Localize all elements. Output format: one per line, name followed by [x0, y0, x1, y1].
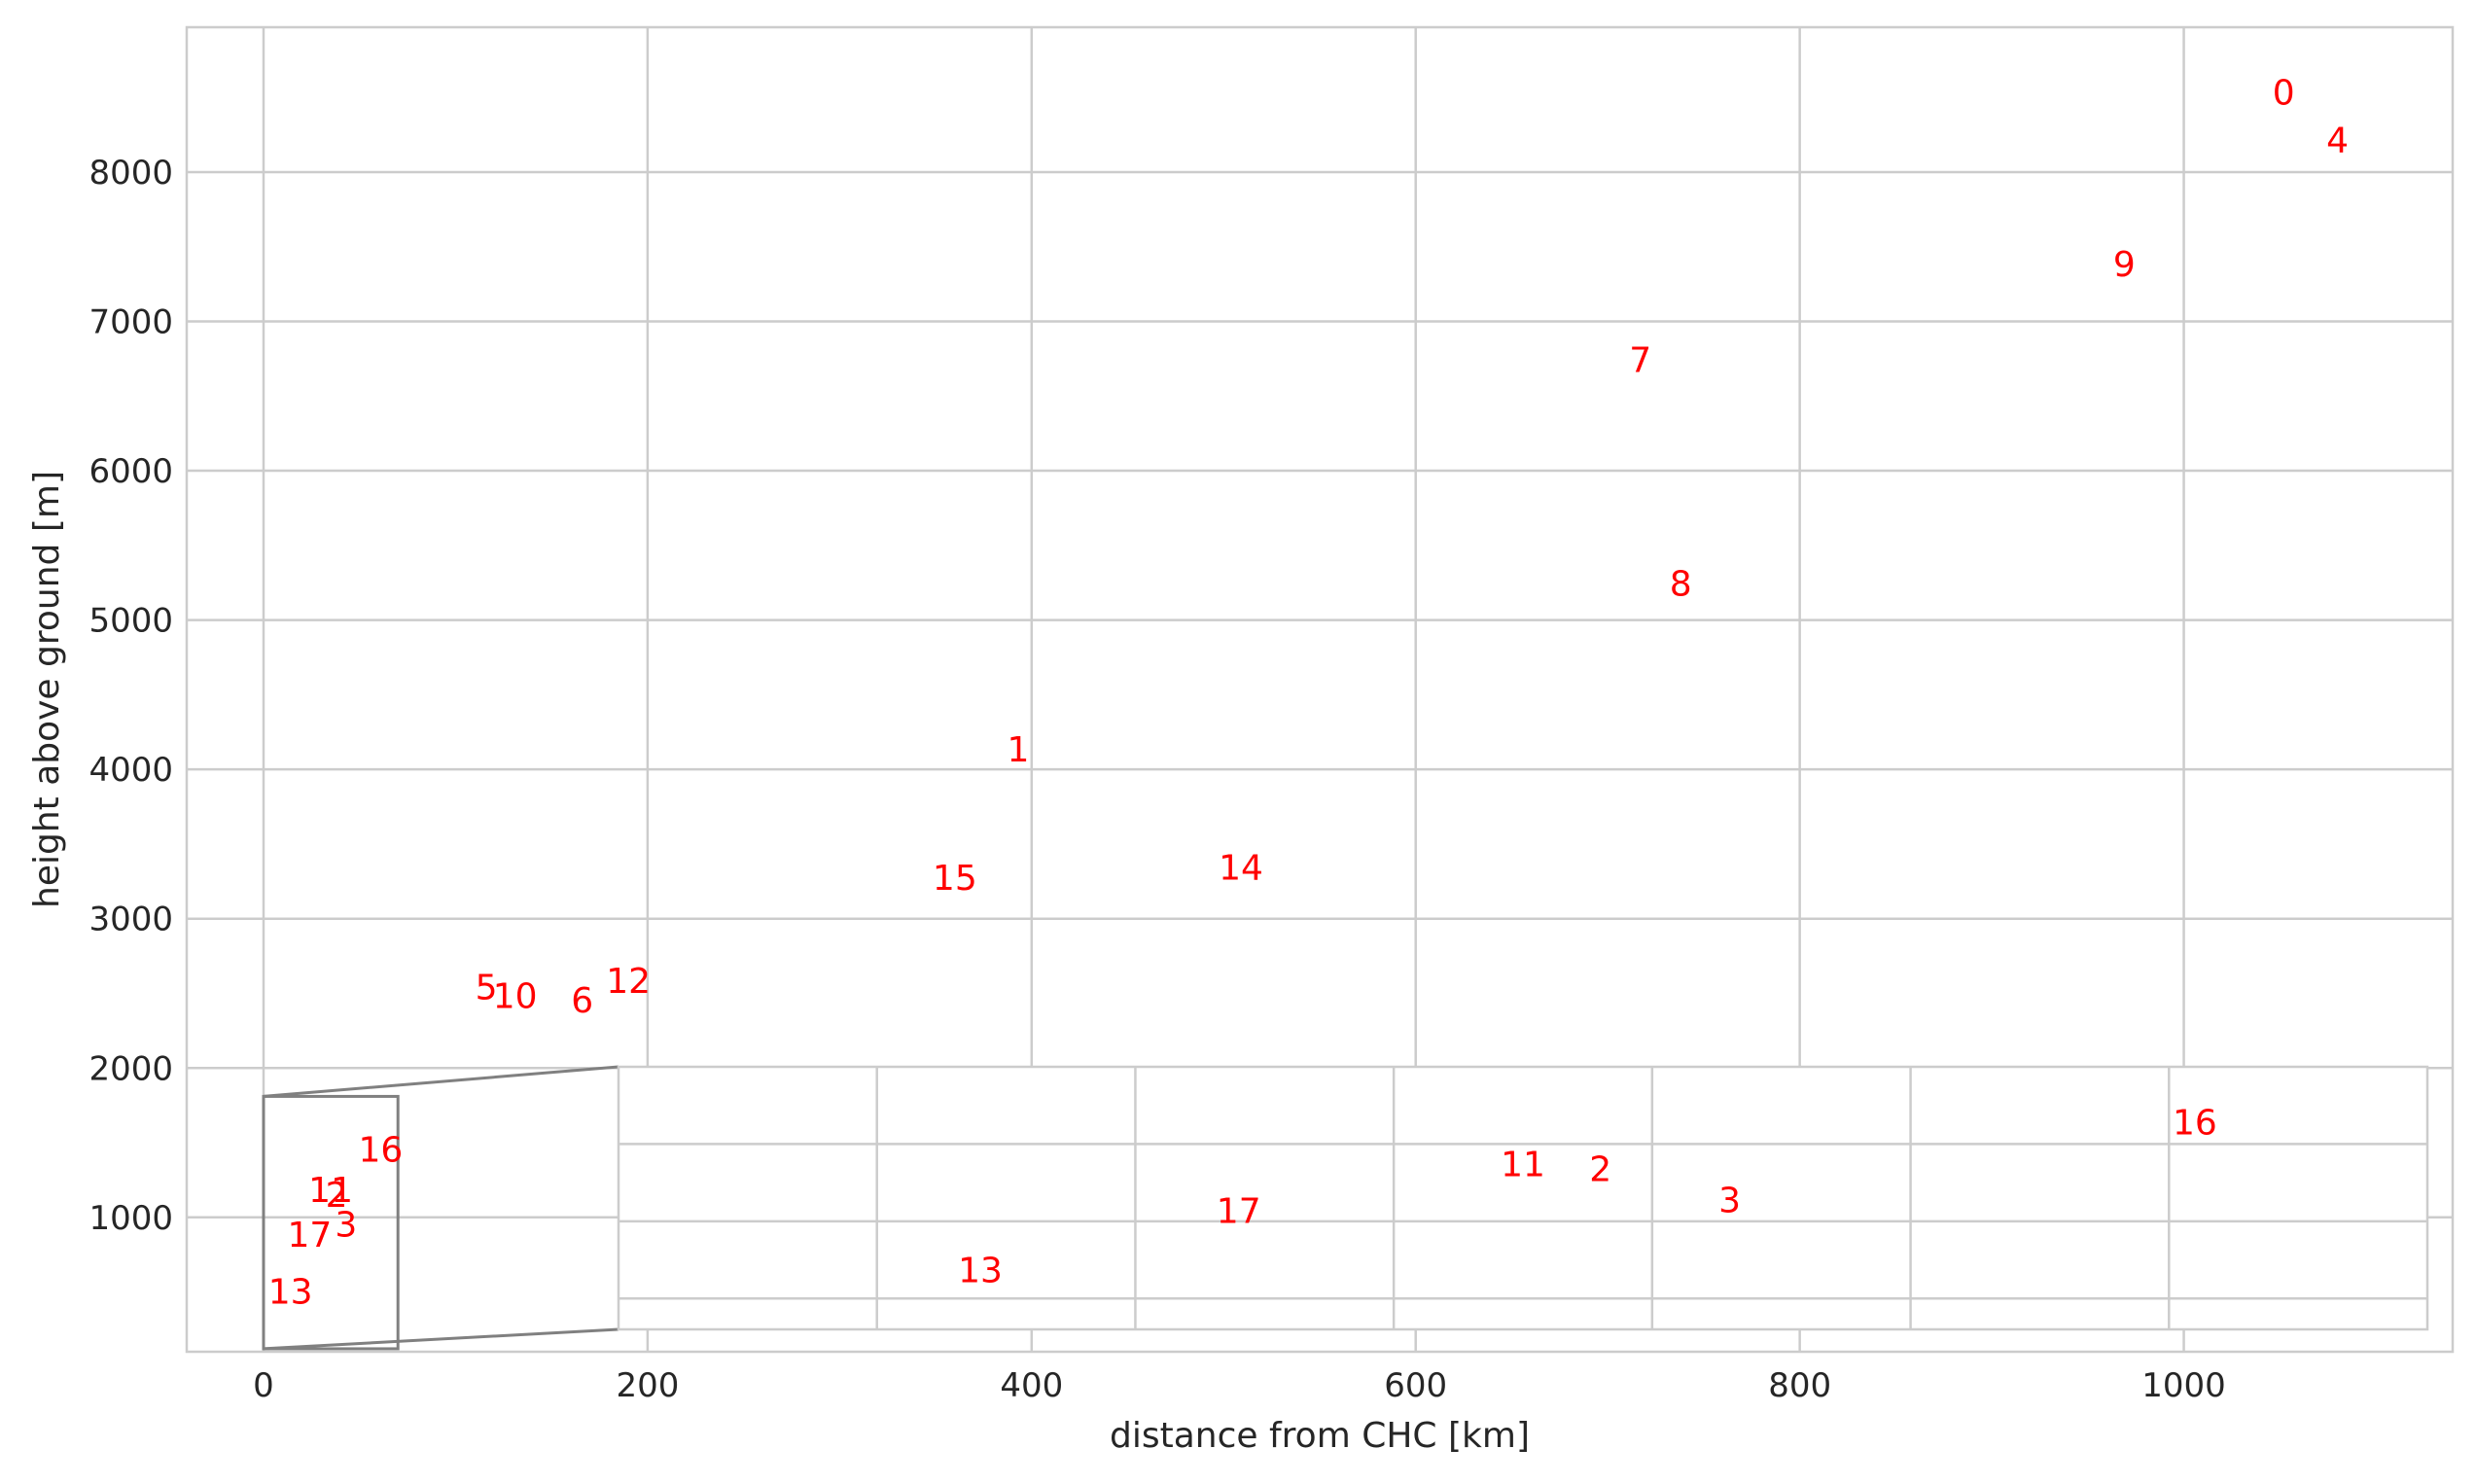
- point-label-7: 7: [1629, 340, 1651, 380]
- y-tick-label: 3000: [88, 901, 173, 939]
- x-axis-ticks: 0 200 400 600 800 1000: [253, 1366, 2226, 1405]
- main-gridlines: [187, 27, 2453, 1352]
- point-label-1: 1: [1008, 730, 1030, 770]
- point-label-14: 14: [1219, 848, 1263, 888]
- zoom-connector-bottom: [263, 1327, 619, 1351]
- y-tick-label: 2000: [88, 1049, 173, 1088]
- zoom-indicator: [262, 1065, 619, 1351]
- point-label-4: 4: [2326, 122, 2349, 161]
- x-axis-label: distance from CHC [km]: [1110, 1416, 1530, 1456]
- point-label-6: 6: [571, 981, 593, 1021]
- y-tick-label: 7000: [88, 302, 173, 341]
- x-tick-label: 800: [1768, 1366, 1831, 1405]
- point-label-12: 12: [606, 962, 651, 1002]
- inset-point-label-3: 3: [1718, 1181, 1741, 1220]
- y-tick-label: 8000: [88, 154, 173, 193]
- point-label-2: 2: [326, 1176, 348, 1216]
- zoom-rectangle: [262, 1094, 400, 1351]
- x-tick-label: 600: [1384, 1366, 1447, 1405]
- point-label-16: 16: [359, 1131, 404, 1171]
- point-label-17: 17: [287, 1216, 332, 1255]
- point-label-3: 3: [335, 1205, 357, 1245]
- point-label-5: 5: [476, 968, 498, 1007]
- zoom-connector-top: [263, 1065, 619, 1098]
- y-tick-label: 1000: [88, 1199, 173, 1238]
- plot-frame: [185, 25, 2455, 1354]
- y-tick-label: 5000: [88, 602, 173, 641]
- x-tick-label: 400: [1000, 1366, 1063, 1405]
- y-tick-label: 6000: [88, 452, 173, 491]
- inset-point-label-17: 17: [1217, 1192, 1261, 1232]
- y-axis-label: height above ground [m]: [27, 471, 67, 908]
- inset-point-label-13: 13: [958, 1251, 1003, 1290]
- inset-point-label-2: 2: [1589, 1149, 1611, 1189]
- point-label-13: 13: [268, 1273, 313, 1313]
- point-label-11: 11: [308, 1171, 353, 1211]
- inset-point-label-16: 16: [2173, 1104, 2217, 1144]
- point-label-9: 9: [2113, 245, 2136, 285]
- y-tick-label: 4000: [88, 751, 173, 790]
- y-axis-ticks: 1000 2000 3000 4000 5000 6000 7000 8000: [88, 154, 173, 1238]
- point-label-10: 10: [493, 977, 538, 1017]
- inset-frame: [617, 1065, 2429, 1331]
- x-tick-label: 200: [616, 1366, 679, 1405]
- point-label-0: 0: [2273, 74, 2295, 114]
- point-label-8: 8: [1670, 565, 1692, 605]
- x-tick-label: 0: [253, 1366, 274, 1405]
- x-tick-label: 1000: [2141, 1366, 2226, 1405]
- point-label-15: 15: [933, 859, 977, 899]
- inset-axes: 16 11 2 3 17 13: [617, 1065, 2429, 1331]
- inset-point-label-11: 11: [1501, 1146, 1545, 1185]
